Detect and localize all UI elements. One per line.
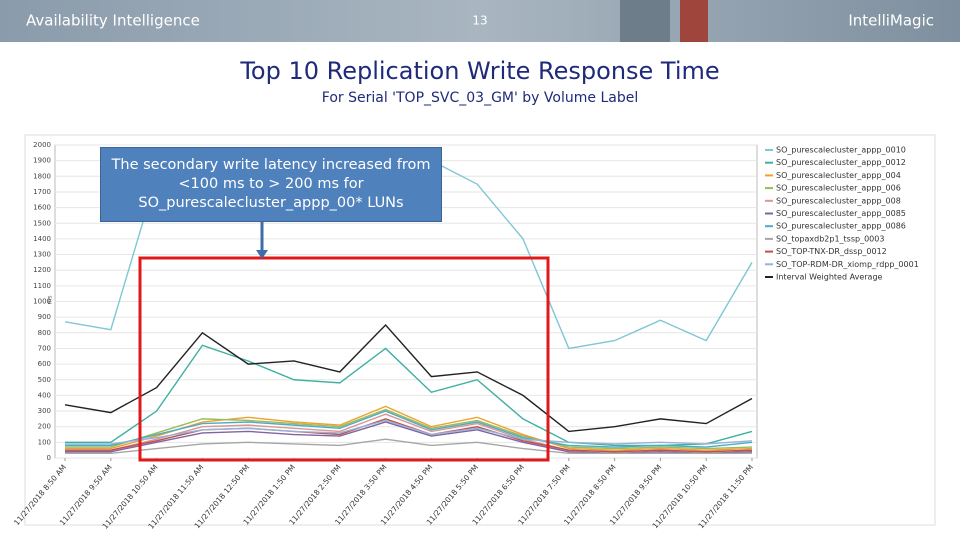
legend-label: SO_purescalecluster_appp_004 — [776, 171, 901, 180]
y-tick-label: 2000 — [33, 141, 51, 149]
legend-label: SO_purescalecluster_appp_0012 — [776, 158, 906, 167]
highlight-box — [138, 256, 550, 462]
y-tick-label: 700 — [38, 344, 51, 352]
legend-label: SO_purescalecluster_appp_0085 — [776, 209, 906, 218]
y-tick-label: 500 — [38, 376, 51, 384]
y-tick-label: 1900 — [33, 157, 51, 165]
legend-label: SO_purescalecluster_appp_006 — [776, 184, 901, 193]
series-line — [65, 410, 753, 448]
y-tick-label: 0 — [47, 454, 51, 462]
legend-label: SO_TOP-TNX-DR_dssp_0012 — [776, 247, 887, 256]
legend-label: Interval Weighted Average — [776, 273, 883, 282]
series-line — [65, 344, 753, 447]
series-line — [65, 408, 753, 450]
y-tick-label: 900 — [38, 313, 51, 321]
y-tick-label: 1100 — [33, 282, 51, 290]
y-axis-label: ms — [47, 296, 54, 305]
legend-label: SO_purescalecluster_appp_0086 — [776, 222, 906, 231]
legend-label: SO_purescalecluster_appp_008 — [776, 196, 901, 205]
y-tick-label: 1600 — [33, 204, 51, 212]
legend-label: SO_purescalecluster_appp_0010 — [776, 146, 906, 155]
series-line — [65, 418, 753, 453]
callout-arrow-head — [256, 250, 268, 259]
y-tick-label: 1400 — [33, 235, 51, 243]
y-tick-label: 800 — [38, 329, 51, 337]
y-tick-label: 600 — [38, 360, 51, 368]
series-line — [65, 419, 753, 445]
y-tick-label: 1700 — [33, 188, 51, 196]
y-tick-label: 200 — [38, 423, 51, 431]
series-line — [65, 421, 753, 455]
y-tick-label: 1000 — [33, 298, 51, 306]
brand: Availability Intelligence — [26, 12, 200, 30]
chart-title: Top 10 Replication Write Response Time — [239, 57, 719, 85]
y-tick-label: 1200 — [33, 266, 51, 274]
page-number: 13 — [472, 14, 487, 28]
y-tick-label: 1300 — [33, 251, 51, 259]
header-image — [680, 0, 708, 42]
header-image — [620, 0, 670, 42]
y-tick-label: 1800 — [33, 172, 51, 180]
legend-label: SO_topaxdb2p1_tssp_0003 — [776, 234, 884, 243]
logo: IntelliMagic — [848, 12, 934, 30]
y-tick-label: 100 — [38, 438, 51, 446]
header-banner — [0, 0, 960, 42]
series-line — [64, 323, 753, 433]
chart-subtitle: For Serial 'TOP_SVC_03_GM' by Volume Lab… — [322, 90, 638, 106]
y-tick-label: 1500 — [33, 219, 51, 227]
y-tick-label: 400 — [38, 391, 51, 399]
y-tick-label: 300 — [38, 407, 51, 415]
legend-label: SO_TOP-RDM-DR_xiomp_rdpp_0001 — [776, 260, 919, 269]
series-line — [65, 438, 752, 455]
callout: The secondary write latency increased fr… — [100, 147, 442, 222]
